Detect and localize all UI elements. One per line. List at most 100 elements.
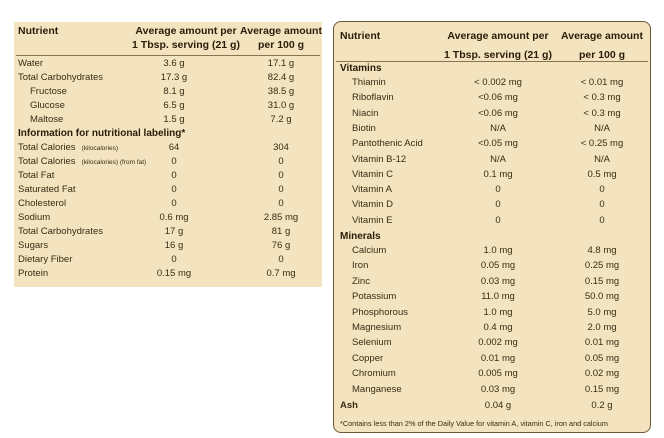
row-per100-value: 4.8 mg [587,245,617,256]
row-per100-value: 0 [599,214,605,226]
row-label: Maltose [30,114,64,125]
row-per100-value: 2.85 mg [263,212,299,223]
footnote: *Contains less than 2% of the Daily Valu… [340,419,608,428]
row-label: Vitamin D [352,199,394,211]
table-row: Thiamin < 0.002 mg < 0.01 mg [334,76,650,89]
row-serving-value: 0.005 mg [478,368,518,380]
row-per100-value: 38.5 g [267,86,295,97]
nutrition-table-right: Nutrient Average amount per 1 Tbsp. serv… [333,21,651,433]
row-per100-value: 0 [278,254,284,265]
ash-label: Ash [340,400,358,411]
table-row: Maltose 1.5 g 7.2 g [14,113,322,126]
row-per100-value: 0 [599,184,605,196]
table-row: Phosphorous 1.0 mg 5.0 mg [334,306,650,319]
row-per100-value: 5.0 mg [587,306,617,318]
row-label: Chromium [352,368,396,380]
header-serving-line1: Average amount per [135,25,237,37]
row-label: Total Fat [18,170,55,181]
row-per100-value: 50.0 mg [584,291,620,303]
row-serving-value: 0 [171,254,177,265]
table-row: Calcium 1.0 mg 4.8 mg [334,244,650,257]
row-serving-value: 0.6 mg [159,212,189,223]
row-per100-value: 0.15 mg [584,275,620,287]
row-label: Phosphorous [352,306,408,318]
row-serving-value: 0 [495,184,501,196]
table-row: Vitamin B-12 N/A N/A [334,153,650,166]
row-serving-value: 0.002 mg [478,337,518,349]
section-labeling: Information for nutritional labeling* [18,128,186,139]
row-label: Selenium [352,337,392,349]
row-serving-value: 0.01 mg [480,352,516,364]
row-label: Vitamin C [352,168,394,180]
row-per100-value: 0 [278,170,284,181]
row-serving-value: 11.0 mg [481,291,515,303]
table-row: Vitamin A 0 0 [334,183,650,196]
row-label-unit: (kilocalories) [81,145,119,152]
row-label: Niacin [352,107,379,119]
row-serving-value: <0.06 mg [478,92,518,104]
header-serving-line1: Average amount per [447,30,549,42]
table-row: Chromium 0.005 mg 0.02 mg [334,367,650,380]
header-per100-line1: Average amount [240,25,322,37]
row-serving-value: 17.3 g [160,72,188,83]
table-row: Glucose 6.5 g 31.0 g [14,99,322,112]
table-row: Vitamin C 0.1 mg 0.5 mg [334,168,650,181]
row-label: Thiamin [352,77,386,88]
table-row: Vitamin E 0 0 [334,214,650,227]
row-per100-value: N/A [594,122,610,134]
row-label: Calcium [352,245,387,256]
row-per100-value: 0.7 mg [266,268,296,279]
row-per100-value: 0.25 mg [584,260,620,272]
row-serving-value: 0.4 mg [483,322,513,333]
row-per100-value: 0.5 mg [587,168,617,180]
table-row: Zinc 0.03 mg 0.15 mg [334,275,650,288]
header-per100-line2: per 100 g [257,39,305,51]
row-serving-value: 0 [171,170,177,181]
row-serving-value: < 0.002 mg [474,77,522,88]
row-serving-value: 3.6 g [163,58,185,69]
row-serving-value: 0 [171,198,177,209]
table-row: Potassium 11.0 mg 50.0 mg [334,290,650,303]
row-per100-value: 304 [273,142,289,153]
row-label: Dietary Fiber [18,254,73,265]
row-serving-value: 0.05 mg [480,260,516,272]
row-serving-value: 1.0 mg [483,245,513,256]
header-nutrient: Nutrient [340,30,381,42]
table-row: Total Fat 0 0 [14,169,322,182]
row-label: Sugars [18,240,49,251]
row-serving-value: 16 g [164,240,184,251]
row-label: Total Carbohydrates [18,226,104,237]
row-label: Sodium [18,212,51,223]
row-per100-value: 81 g [271,226,291,237]
row-serving-value: 17 g [164,226,184,237]
row-serving-value: <0.05 mg [478,138,518,150]
row-label: Potassium [352,291,397,303]
row-per100-value: 17.1 g [267,58,295,69]
row-label-unit: (kilocalories) (from fat) [81,159,147,166]
row-label: Glucose [30,100,65,111]
header-per100-line2: per 100 g [578,49,626,61]
row-serving-value: 0.03 mg [480,383,516,395]
table-row: Cholesterol 0 0 [14,197,322,210]
table-row: Selenium 0.002 mg 0.01 mg [334,336,650,349]
row-per100-value: 76 g [271,240,291,251]
row-label: Vitamin E [352,214,393,226]
row-per100-value: 0.05 mg [584,352,620,364]
table-row: Sugars 16 g 76 g [14,239,322,252]
row-per100-value: < 0.25 mg [580,138,624,150]
row-per100-value: 0 [278,184,284,195]
section-minerals: Minerals [340,231,381,242]
row-label: Saturated Fat [18,184,76,195]
table-row: Magnesium 0.4 mg 2.0 mg [334,321,650,334]
row-per100-value: < 0.01 mg [580,77,624,88]
row-label: Iron [352,260,369,272]
row-serving-value: 0.1 mg [483,168,513,180]
row-label: Biotin [352,122,376,134]
row-per100-value: 0.02 mg [584,368,620,380]
row-label: Fructose [30,86,67,97]
row-label: Manganese [352,383,402,395]
table-row: Total Calories (kilocalories) 64 304 [14,141,322,154]
row-label: Zinc [352,275,370,287]
row-per100-value: 0 [278,198,284,209]
row-per100-value: 82.4 g [267,72,295,83]
